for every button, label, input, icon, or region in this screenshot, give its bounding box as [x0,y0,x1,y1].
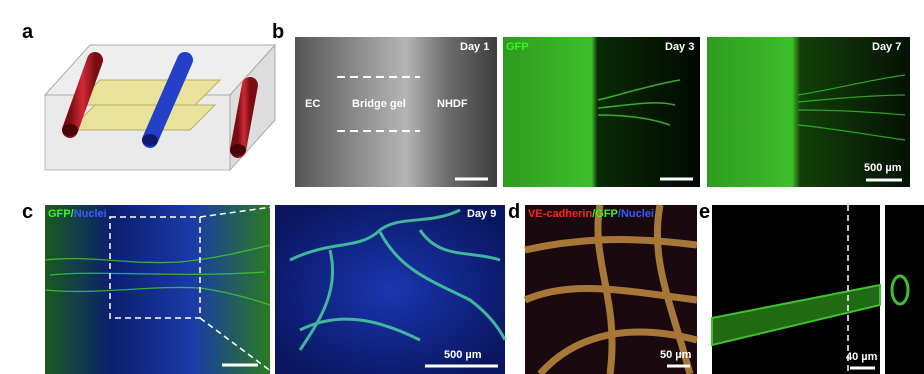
scale-label: 500 µm [864,162,902,174]
device-schematic [43,43,277,172]
day-label: Day 9 [467,208,496,220]
zoom-line [199,317,273,373]
zoom-line [199,206,273,218]
panel-label: e [699,201,710,223]
micrograph [295,37,497,187]
day-label: Day 1 [460,41,489,53]
vessels [523,204,698,374]
scale-label: 500 µm [444,349,482,361]
stain-label: VE-cadherin/GFP/Nuclei [528,208,654,220]
vessels [44,244,271,306]
zoom-box [109,216,201,319]
panel-label: c [22,201,33,223]
vessels [289,208,507,351]
micrograph [707,37,910,187]
micrograph [275,205,505,374]
panel-label: d [508,201,520,223]
vessel-cross-section [890,274,910,306]
vessel [711,283,881,347]
micrograph [45,205,270,374]
day-label: Day 7 [872,41,901,53]
scale-label: 40 µm [846,351,878,363]
stain-label: GFP/Nuclei [48,208,107,220]
day-label: Day 3 [665,41,694,53]
panel-label: a [22,21,34,43]
sprouts [797,74,906,141]
micrograph [503,37,700,187]
panel-label: b [272,21,284,43]
region-label: EC [305,98,320,110]
scale-label: 50 µm [660,349,692,361]
stain-label: GFP [506,41,529,53]
region-label: Bridge gel [352,98,406,110]
region-label: NHDF [437,98,468,110]
sprouts [597,79,681,126]
